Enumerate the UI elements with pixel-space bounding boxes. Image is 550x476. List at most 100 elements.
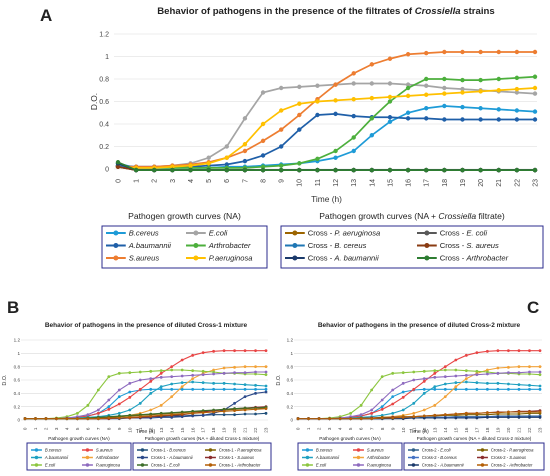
chart-b-title: Behavior of pathogens in the presence of… <box>45 322 248 329</box>
chart-c-data-point <box>454 358 458 362</box>
chart-c-legend-marker <box>356 455 361 460</box>
chart-a-data-point <box>351 71 356 76</box>
chart-c-legend-label: Cross-2 - A.baumannii <box>422 463 465 468</box>
chart-b-series-4 <box>23 368 268 421</box>
chart-b-y-tick-label: 1 <box>17 351 20 356</box>
chart-c-data-point <box>464 411 468 415</box>
chart-a-data-point <box>387 115 393 120</box>
chart-a-data-point <box>387 99 393 104</box>
chart-c-data-point <box>464 377 468 381</box>
chart-b-data-point <box>138 387 142 391</box>
chart-c-legend-marker <box>305 455 310 460</box>
chart-b-data-point <box>96 411 100 415</box>
chart-a-y-tick-label: 0.6 <box>99 99 109 106</box>
chart-b-data-point <box>128 390 132 394</box>
chart-a-data-point <box>442 103 447 109</box>
chart-a-legend-marker <box>113 255 119 261</box>
chart-a-data-point <box>387 94 393 100</box>
chart-b-data-point <box>212 349 216 353</box>
chart-c-x-tick-label: 20 <box>506 427 511 433</box>
chart-a-data-point <box>333 155 338 160</box>
chart-a-data-point <box>278 163 284 168</box>
chart-a-legend-label: Arthrobacter <box>208 241 251 250</box>
chart-a-data-point <box>478 117 483 122</box>
chart-b-data-point <box>243 406 247 410</box>
chart-b-data-point <box>96 417 100 421</box>
chart-a-data-point <box>442 76 447 82</box>
chart-a-data-point <box>351 135 356 140</box>
chart-b-data-point <box>159 413 163 417</box>
chart-a-data-point <box>514 75 520 81</box>
chart-b-x-tick-label: 16 <box>190 427 195 433</box>
chart-b-x-tick-label: 17 <box>201 427 206 433</box>
chart-b-data-point <box>243 365 247 369</box>
chart-a-x-tick-label: 7 <box>242 179 249 183</box>
chart-b-data-point <box>138 378 142 382</box>
chart-c-y-tick-label: 1 <box>290 351 293 356</box>
chart-a-data-point <box>351 113 356 119</box>
chart-a-data-point <box>405 85 411 91</box>
chart-c-legend-label: S.aureus <box>367 448 385 453</box>
chart-a-x-tick-label: 15 <box>387 179 394 187</box>
chart-b-data-point <box>117 402 121 406</box>
chart-c-data-point <box>485 372 489 376</box>
chart-a-data-point <box>224 144 229 149</box>
chart-a-x-tick-label: 13 <box>351 179 358 187</box>
chart-a-data-point <box>278 167 284 173</box>
chart-a-series-11 <box>115 160 538 173</box>
chart-b-data-point <box>159 403 163 407</box>
chart-b-data-point <box>159 411 163 415</box>
chart-a-data-point <box>297 84 302 90</box>
chart-c-data-point <box>433 385 437 389</box>
chart-b-data-point <box>128 371 132 375</box>
chart-b: Behavior of pathogens in the presence of… <box>2 322 272 471</box>
chart-b-x-tick-label: 10 <box>127 427 132 433</box>
chart-c-data-point <box>391 402 395 406</box>
chart-b-data-point <box>117 416 121 420</box>
chart-b-data-point <box>75 411 79 415</box>
chart-b-data-point <box>128 381 132 385</box>
chart-a-data-point <box>224 162 229 167</box>
chart-c-data-point <box>496 381 500 385</box>
chart-b-data-point <box>170 411 174 415</box>
chart-b-y-axis-label: D.O. <box>2 375 8 386</box>
chart-b-data-point <box>191 414 195 418</box>
chart-c-legend-marker <box>356 448 361 452</box>
chart-b-data-point <box>149 414 153 418</box>
chart-a-data-point <box>170 164 175 169</box>
chart-a-data-point <box>278 127 284 132</box>
chart-b-data-point <box>138 415 142 419</box>
chart-a-series-line <box>118 51 535 168</box>
chart-a-legend-marker <box>292 243 298 248</box>
chart-b-data-point <box>222 366 226 370</box>
chart-b-legend-label: Cross-1 - A.baumannii <box>151 455 194 460</box>
chart-b-legend-1: Pathogen growth curves (NA + diluted Cro… <box>132 436 272 471</box>
chart-c-y-axis-label: D.O. <box>276 375 282 386</box>
chart-a: Behavior of pathogens in the presence of… <box>89 6 544 269</box>
chart-a-legend-label: Cross - P. aeruginosa <box>308 229 380 238</box>
chart-a-legend-box <box>101 225 268 269</box>
chart-a-y-tick-label: 1 <box>105 54 109 61</box>
chart-c-data-point <box>412 378 416 382</box>
chart-b-data-point <box>243 395 247 399</box>
chart-c-data-point <box>538 415 542 419</box>
chart-a-data-point <box>333 82 338 87</box>
chart-b-series-11 <box>23 407 268 421</box>
chart-a-data-point <box>315 112 320 118</box>
chart-a-data-point <box>424 106 429 111</box>
chart-c-x-tick-label: 4 <box>338 427 343 430</box>
chart-b-data-point <box>201 411 205 415</box>
chart-a-x-tick-label: 17 <box>424 179 431 187</box>
chart-a-data-point <box>460 77 465 83</box>
chart-b-series-5 <box>23 370 268 421</box>
chart-b-legend-label: S.aureus <box>96 448 114 453</box>
chart-a-legend-marker <box>424 230 430 236</box>
chart-c-data-point <box>433 369 437 373</box>
chart-b-x-tick-label: 1 <box>33 427 38 430</box>
chart-c-data-point <box>528 383 531 387</box>
chart-c-data-point <box>464 380 468 384</box>
chart-b-data-point <box>191 411 195 415</box>
chart-b-data-point <box>180 385 184 389</box>
chart-b-data-point <box>233 382 236 386</box>
chart-c-data-point <box>475 369 479 373</box>
